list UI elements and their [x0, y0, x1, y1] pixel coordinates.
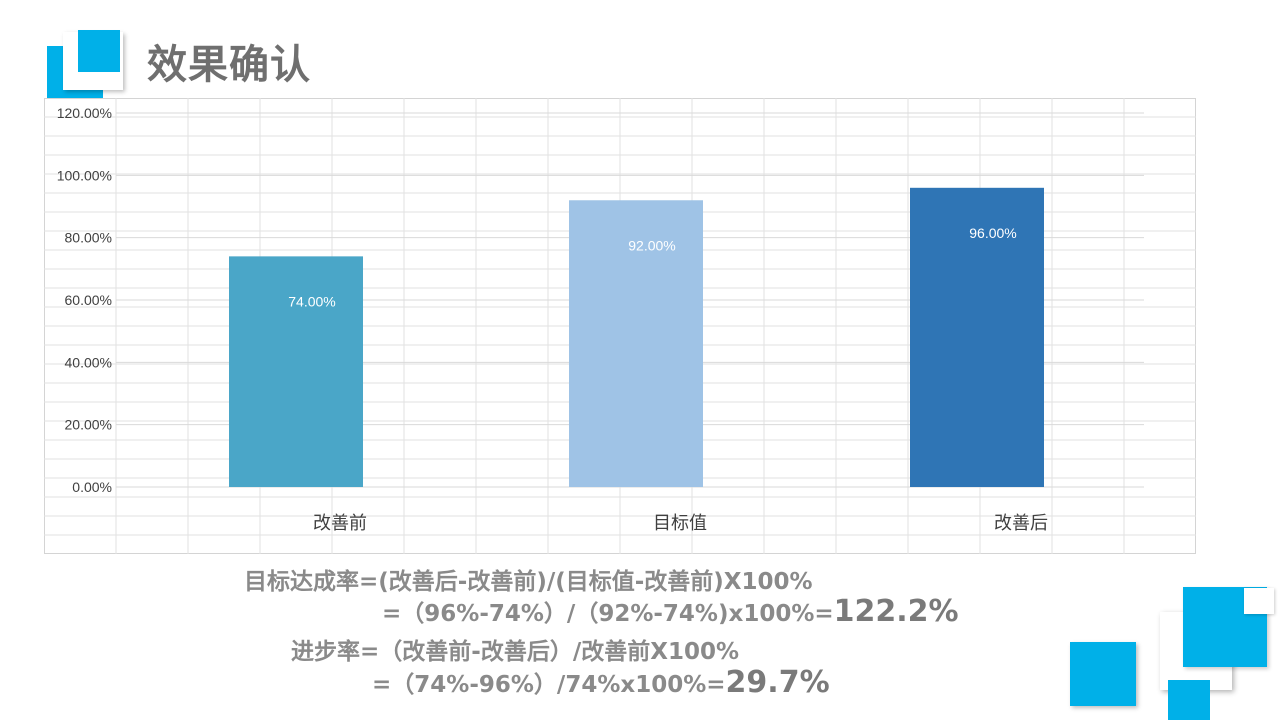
formula-line-2-text: =（96%-74%）/（92%-74%)x100%= [382, 601, 834, 627]
bar-3 [910, 187, 1044, 488]
decor-frame-br-top [1244, 588, 1274, 614]
formula-line-4: =（74%-96%）/74%x100%=29.7% [372, 665, 830, 700]
chart-svg: 0.00% 20.00% 40.00% 60.00% 80.00% 100.00% 120.… [44, 98, 1196, 554]
data-label: 96.00% [969, 225, 1016, 241]
bar-2 [569, 200, 703, 487]
formula-line-2-result: 122.2% [833, 594, 959, 629]
formula-line-1: 目标达成率=(改善后-改善前)/(目标值-改善前)X100% [244, 569, 813, 595]
x-category-label: 目标值 [653, 513, 707, 534]
decor-square-front [78, 30, 120, 72]
formula-line-4-result: 29.7% [725, 665, 830, 700]
x-category-label: 改善后 [994, 513, 1048, 534]
formula-line-4-text: =（74%-96%）/74%x100%= [372, 672, 726, 698]
y-tick-label: 20.00% [65, 417, 112, 433]
decor-square-br-mid [1070, 642, 1136, 706]
y-tick-label: 120.00% [57, 105, 112, 121]
bar-chart: 0.00% 20.00% 40.00% 60.00% 80.00% 100.00% 120.… [44, 98, 1196, 554]
decor-square-br-small [1168, 680, 1210, 720]
formula-line-3: 进步率=（改善前-改善后）/改善前X100% [291, 639, 740, 665]
y-tick-label: 60.00% [65, 292, 112, 308]
bar-1 [229, 256, 363, 487]
y-tick-label: 0.00% [72, 479, 112, 495]
formula-line-2: =（96%-74%）/（92%-74%)x100%=122.2% [382, 594, 959, 629]
y-tick-label: 40.00% [65, 354, 112, 370]
x-category-label: 改善前 [313, 513, 367, 534]
y-tick-label: 100.00% [57, 167, 112, 183]
data-label: 74.00% [288, 293, 335, 309]
y-tick-label: 80.00% [65, 230, 112, 246]
page-title: 效果确认 [147, 42, 311, 88]
data-label: 92.00% [628, 237, 675, 253]
